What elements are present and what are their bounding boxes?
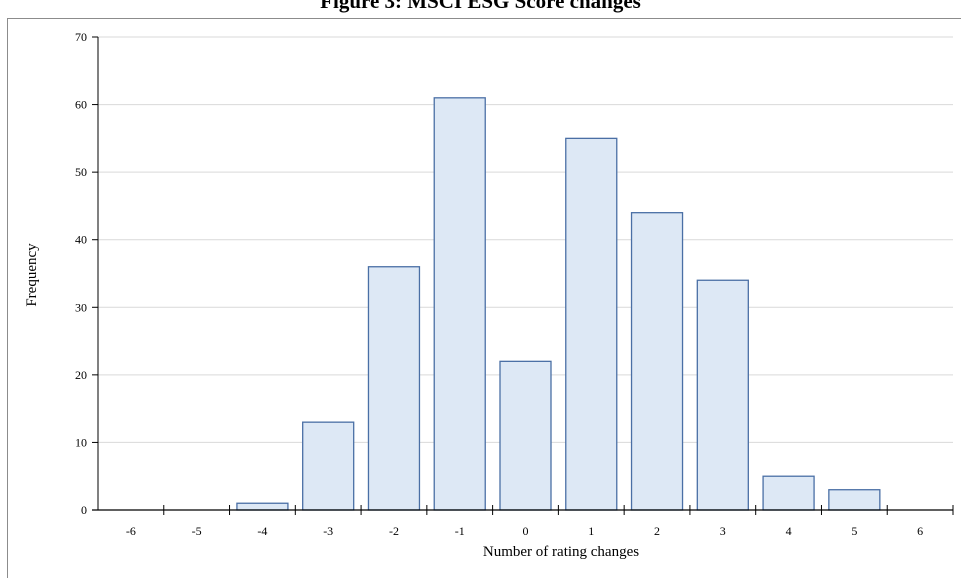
- bar-0: [499, 360, 552, 511]
- x-axis-title: Number of rating changes: [483, 544, 639, 560]
- x-tick-label: 0: [523, 524, 529, 538]
- chart-title: Figure 3: MSCI ESG Score changes: [320, 0, 641, 13]
- bar--1: [433, 97, 486, 511]
- bar--2: [367, 266, 421, 511]
- grid-lines: [98, 36, 953, 443]
- bar-3: [696, 279, 749, 511]
- y-tick-label: 10: [75, 435, 87, 449]
- y-tick-label: 0: [81, 503, 87, 517]
- x-tick-label: 3: [720, 524, 726, 538]
- bar--3: [302, 421, 355, 511]
- x-tick-label: 6: [917, 524, 923, 538]
- y-tick-label: 50: [75, 165, 87, 179]
- x-tick-label: -4: [257, 524, 267, 538]
- bar-2: [630, 212, 684, 511]
- chart-canvas: 0 10 20 30 40 50 60 70 -6 -5 -4 -3 -2 -1 0 1 2 3 4 5 6 Frequ…: [24, 30, 954, 560]
- x-tick-label: 4: [786, 524, 792, 538]
- bar--4: [236, 502, 289, 511]
- axes: [92, 36, 954, 515]
- y-tick-label: 40: [75, 233, 87, 247]
- x-tick-label: 5: [851, 524, 857, 538]
- x-tick-label: 1: [588, 524, 594, 538]
- y-tick-label: 60: [75, 98, 87, 112]
- y-tick-label: 20: [75, 368, 87, 382]
- x-tick-label: 2: [654, 524, 660, 538]
- x-tick-label: -6: [126, 524, 136, 538]
- x-tick-label: -5: [192, 524, 202, 538]
- bar-1: [565, 137, 618, 511]
- x-tick-label: -3: [323, 524, 333, 538]
- bars: [236, 97, 881, 511]
- y-axis-title: Frequency: [24, 243, 40, 307]
- x-tick-label: -2: [389, 524, 399, 538]
- y-tick-label: 30: [75, 300, 87, 314]
- tick-labels: 0 10 20 30 40 50 60 70 -6 -5 -4 -3 -2 -1 0 1 2 3 4 5 6: [75, 30, 923, 538]
- bar-4: [762, 475, 815, 511]
- chart-frame: [7, 18, 961, 578]
- x-tick-label: -1: [455, 524, 465, 538]
- y-tick-label: 70: [75, 30, 87, 44]
- bar-5: [828, 489, 881, 511]
